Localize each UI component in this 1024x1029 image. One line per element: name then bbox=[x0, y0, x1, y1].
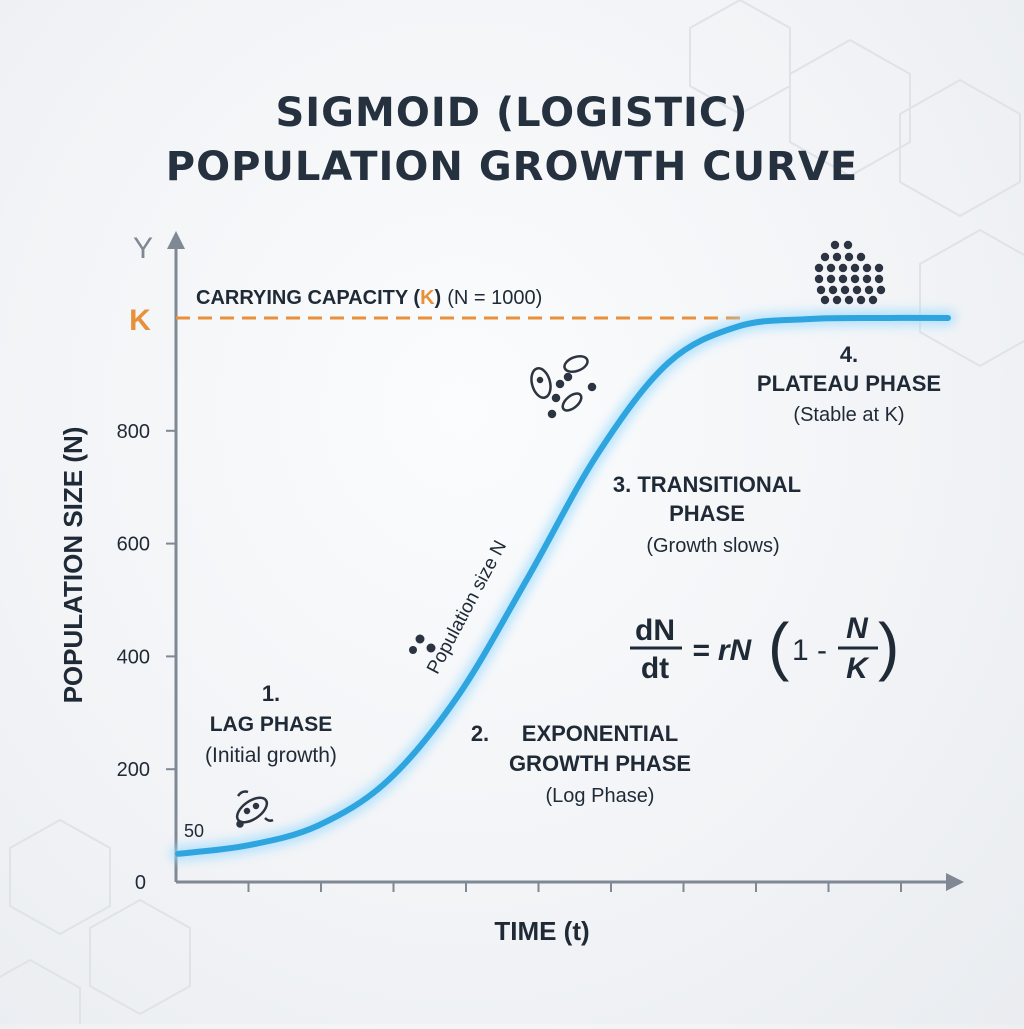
cells-icon-small bbox=[409, 634, 436, 654]
title-line-1: SIGMOID (LOGISTIC) bbox=[275, 90, 749, 136]
population-dot bbox=[862, 274, 872, 284]
exponential-phase-desc: (Log Phase) bbox=[546, 785, 655, 807]
x-axis-label: TIME (t) bbox=[494, 916, 589, 946]
growth-curve bbox=[175, 314, 951, 857]
plateau-phase-desc: (Stable at K) bbox=[793, 404, 904, 426]
population-dot bbox=[850, 263, 860, 273]
curve-label: Population size N bbox=[423, 537, 511, 677]
y-tick-label: 200 bbox=[117, 759, 150, 781]
y-axis-label: POPULATION SIZE (N) bbox=[58, 427, 88, 704]
population-dot bbox=[820, 252, 830, 262]
population-dot bbox=[843, 240, 853, 250]
bacteria-icon-lag bbox=[235, 790, 274, 828]
population-dot bbox=[864, 285, 874, 295]
equation-open-paren: ( bbox=[768, 610, 789, 682]
population-dot bbox=[838, 263, 848, 273]
carrying-capacity-label: CARRYING CAPACITY (K) (N = 1000) bbox=[196, 287, 542, 309]
population-dot bbox=[814, 274, 824, 284]
population-dot bbox=[832, 295, 842, 305]
population-dot bbox=[856, 295, 866, 305]
exponential-phase-number: 2. bbox=[471, 721, 489, 746]
population-dot bbox=[814, 263, 824, 273]
population-dot bbox=[844, 252, 854, 262]
population-dot bbox=[838, 274, 848, 284]
population-dot bbox=[850, 274, 860, 284]
equation-one-minus: 1 - bbox=[792, 634, 827, 667]
population-dot bbox=[868, 295, 878, 305]
population-dot bbox=[856, 252, 866, 262]
population-dot bbox=[820, 295, 830, 305]
population-dot bbox=[816, 285, 826, 295]
population-dot bbox=[830, 240, 840, 250]
lag-phase-number: 1. bbox=[262, 681, 280, 706]
population-cluster-icon bbox=[814, 240, 886, 305]
population-dot bbox=[874, 274, 884, 284]
lag-phase-desc: (Initial growth) bbox=[205, 744, 337, 767]
population-dot bbox=[840, 285, 850, 295]
transitional-phase-name-2: PHASE bbox=[669, 501, 745, 526]
bacteria-icon-cluster bbox=[530, 354, 597, 419]
equation-equals-rN: = rN bbox=[692, 634, 753, 667]
population-dot bbox=[852, 285, 862, 295]
transitional-phase-desc: (Growth slows) bbox=[646, 535, 779, 557]
y-tick-label: 600 bbox=[117, 534, 150, 556]
population-dot bbox=[832, 252, 842, 262]
population-dot bbox=[874, 263, 884, 273]
equation-close-paren: ) bbox=[878, 610, 899, 682]
equation-dt: dt bbox=[641, 652, 669, 685]
plateau-phase-name: PLATEAU PHASE bbox=[757, 371, 941, 396]
x-axis-ticks bbox=[247, 882, 902, 892]
lag-phase-name: LAG PHASE bbox=[210, 713, 333, 736]
transitional-phase-name-1: 3. TRANSITIONAL bbox=[613, 472, 801, 497]
population-dot bbox=[826, 274, 836, 284]
logistic-equation: dN dt = rN ( 1 - N K ) bbox=[630, 610, 899, 685]
population-dot bbox=[844, 295, 854, 305]
y-tick-label: 400 bbox=[117, 646, 150, 668]
equation-K: K bbox=[846, 652, 870, 685]
population-dot bbox=[876, 285, 886, 295]
population-dot bbox=[826, 263, 836, 273]
population-dot bbox=[862, 263, 872, 273]
y-axis-letter: Y bbox=[133, 232, 153, 265]
k-axis-marker: K bbox=[129, 304, 151, 337]
exponential-phase-name-1: EXPONENTIAL bbox=[522, 721, 678, 746]
initial-population-label: 50 bbox=[184, 821, 204, 841]
exponential-phase-name-2: GROWTH PHASE bbox=[509, 751, 691, 776]
y-tick-label: 800 bbox=[117, 421, 150, 443]
y-axis-ticks: 0 200 400 600 800 bbox=[117, 421, 176, 894]
plateau-phase-number: 4. bbox=[840, 342, 858, 367]
equation-N: N bbox=[846, 612, 869, 645]
equation-dN: dN bbox=[635, 614, 675, 647]
y-tick-label: 0 bbox=[135, 872, 146, 894]
title-line-2: POPULATION GROWTH CURVE bbox=[165, 144, 859, 190]
population-dot bbox=[828, 285, 838, 295]
